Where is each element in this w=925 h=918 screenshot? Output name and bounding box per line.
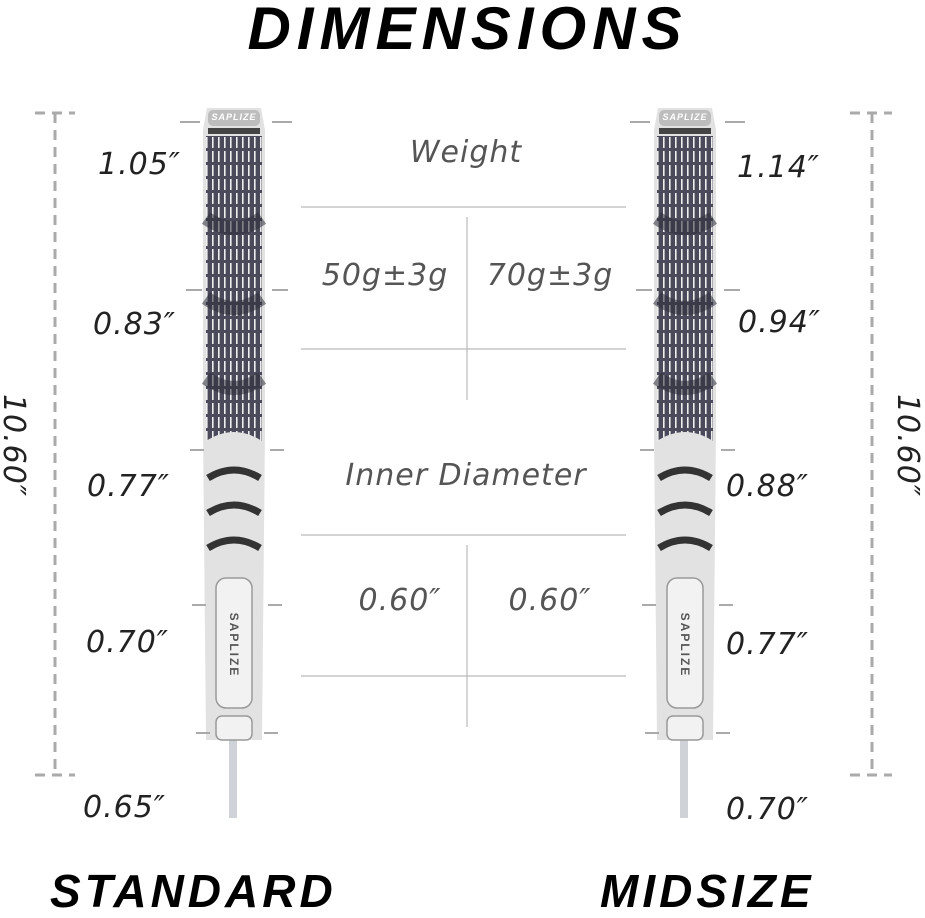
diameter-standard: 0.60″	[358, 583, 442, 618]
weight-standard: 50g±3g	[321, 258, 449, 293]
midsize-measure: 0.88″	[726, 469, 810, 504]
midsize-label: MIDSIZE	[600, 865, 815, 917]
midsize-measure: 0.70″	[726, 792, 810, 827]
standard-length: 10.60″	[0, 393, 32, 498]
measure-arrows	[180, 121, 745, 734]
standard-measure: 1.05″	[98, 147, 182, 182]
standard-label: STANDARD	[50, 865, 337, 917]
standard-measure: 0.77″	[87, 469, 171, 504]
weight-label: Weight	[409, 135, 523, 170]
page-title: DIMENSIONS	[247, 0, 688, 62]
midsize-measure: 0.77″	[726, 627, 810, 662]
standard-grip	[203, 108, 265, 818]
midsize-measure: 1.14″	[737, 150, 821, 185]
diameter-label: Inner Diameter	[345, 458, 587, 493]
midsize-brand-cap: SAPLIZE	[662, 112, 708, 122]
standard-brand-cap: SAPLIZE	[211, 112, 257, 122]
standard-brand-panel: SAPLIZE	[227, 612, 241, 678]
midsize-length: 10.60″	[890, 393, 925, 498]
standard-measure: 0.83″	[93, 307, 177, 342]
diameter-midsize: 0.60″	[508, 583, 592, 618]
midsize-measure: 0.94″	[738, 305, 822, 340]
weight-midsize: 70g±3g	[486, 258, 614, 293]
midsize-grip	[654, 108, 716, 818]
standard-measure: 0.70″	[86, 625, 170, 660]
standard-length-bracket	[35, 111, 75, 777]
midsize-length-bracket	[850, 111, 892, 777]
table-lines	[301, 206, 626, 727]
midsize-brand-panel: SAPLIZE	[678, 612, 692, 678]
standard-measure: 0.65″	[83, 790, 167, 825]
